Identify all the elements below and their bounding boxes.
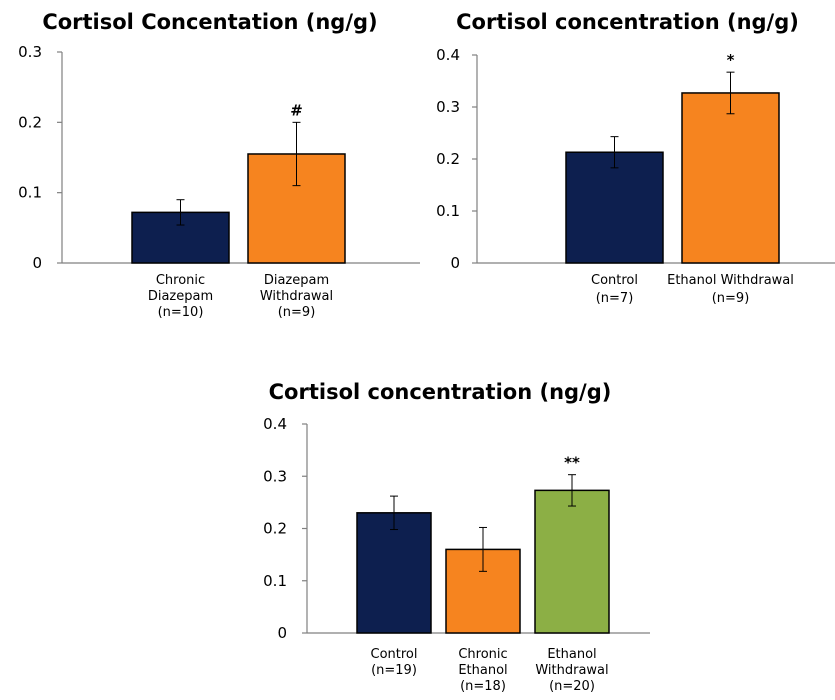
significance-label: ** bbox=[564, 454, 580, 472]
category-label: Control bbox=[591, 273, 638, 288]
chart-title: Cortisol concentration (ng/g) bbox=[268, 380, 612, 404]
category-label: Withdrawal bbox=[535, 663, 608, 678]
bar bbox=[681, 92, 780, 264]
y-tick-label: 0.4 bbox=[436, 46, 460, 64]
y-tick-label: 0.4 bbox=[263, 415, 287, 433]
category-label: Diazepam bbox=[264, 273, 329, 288]
chart-plot-area: 00.10.20.3ChronicDiazepam(n=10)#Diazepam… bbox=[18, 43, 420, 320]
category-label: (n=19) bbox=[371, 663, 417, 678]
category-label: Ethanol bbox=[547, 647, 596, 662]
y-tick-label: 0.3 bbox=[436, 98, 460, 116]
chart-title: Cortisol concentration (ng/g) bbox=[456, 10, 799, 34]
category-label: (n=20) bbox=[549, 679, 595, 694]
y-tick-label: 0.3 bbox=[263, 467, 287, 485]
category-label: (n=10) bbox=[158, 305, 204, 320]
y-tick-label: 0 bbox=[32, 254, 42, 272]
category-label: Diazepam bbox=[148, 289, 213, 304]
category-label: Control bbox=[371, 647, 418, 662]
y-tick-label: 0.1 bbox=[436, 202, 460, 220]
chart-chronic-ethanol: Cortisol concentration (ng/g) 0 0.1 0.2 0.3… bbox=[230, 370, 650, 700]
y-tick-label: 0.3 bbox=[18, 43, 42, 61]
y-tick-label: 0.1 bbox=[18, 184, 42, 202]
y-tick-label: 0.2 bbox=[18, 113, 42, 131]
category-label: (n=9) bbox=[278, 305, 316, 320]
category-label: Ethanol bbox=[458, 663, 507, 678]
bar bbox=[356, 512, 432, 634]
category-label: Ethanol Withdrawal bbox=[667, 273, 794, 288]
chart-diazepam: Cortisol Concentation (ng/g) 0 0.1 0.2 0.3 C… bbox=[0, 0, 420, 340]
category-label: Chronic bbox=[156, 273, 205, 288]
y-tick-label: 0.1 bbox=[263, 572, 287, 590]
category-label: (n=7) bbox=[596, 291, 634, 306]
category-label: (n=18) bbox=[460, 679, 506, 694]
bar bbox=[534, 489, 610, 634]
chart-plot-area: 00.10.20.30.4Control(n=19)ChronicEthanol… bbox=[263, 415, 650, 694]
significance-label: # bbox=[290, 101, 303, 119]
y-tick-label: 0.2 bbox=[436, 150, 460, 168]
y-tick-label: 0 bbox=[450, 254, 460, 272]
category-label: (n=9) bbox=[712, 291, 750, 306]
significance-label: * bbox=[727, 51, 735, 69]
y-tick-label: 0.2 bbox=[263, 520, 287, 538]
category-label: Chronic bbox=[458, 647, 507, 662]
chart-title: Cortisol Concentation (ng/g) bbox=[42, 10, 378, 34]
bar bbox=[565, 151, 664, 264]
y-tick-label: 0 bbox=[277, 624, 287, 642]
category-label: Withdrawal bbox=[260, 289, 333, 304]
chart-ethanol-withdrawal: Cortisol concentration (ng/g) 0 0.1 0.2 0.3… bbox=[420, 0, 835, 340]
chart-plot-area: 0 0.1 0.2 0.3 0.4 Control (n=7) * Ethanol Withdr… bbox=[436, 46, 835, 306]
